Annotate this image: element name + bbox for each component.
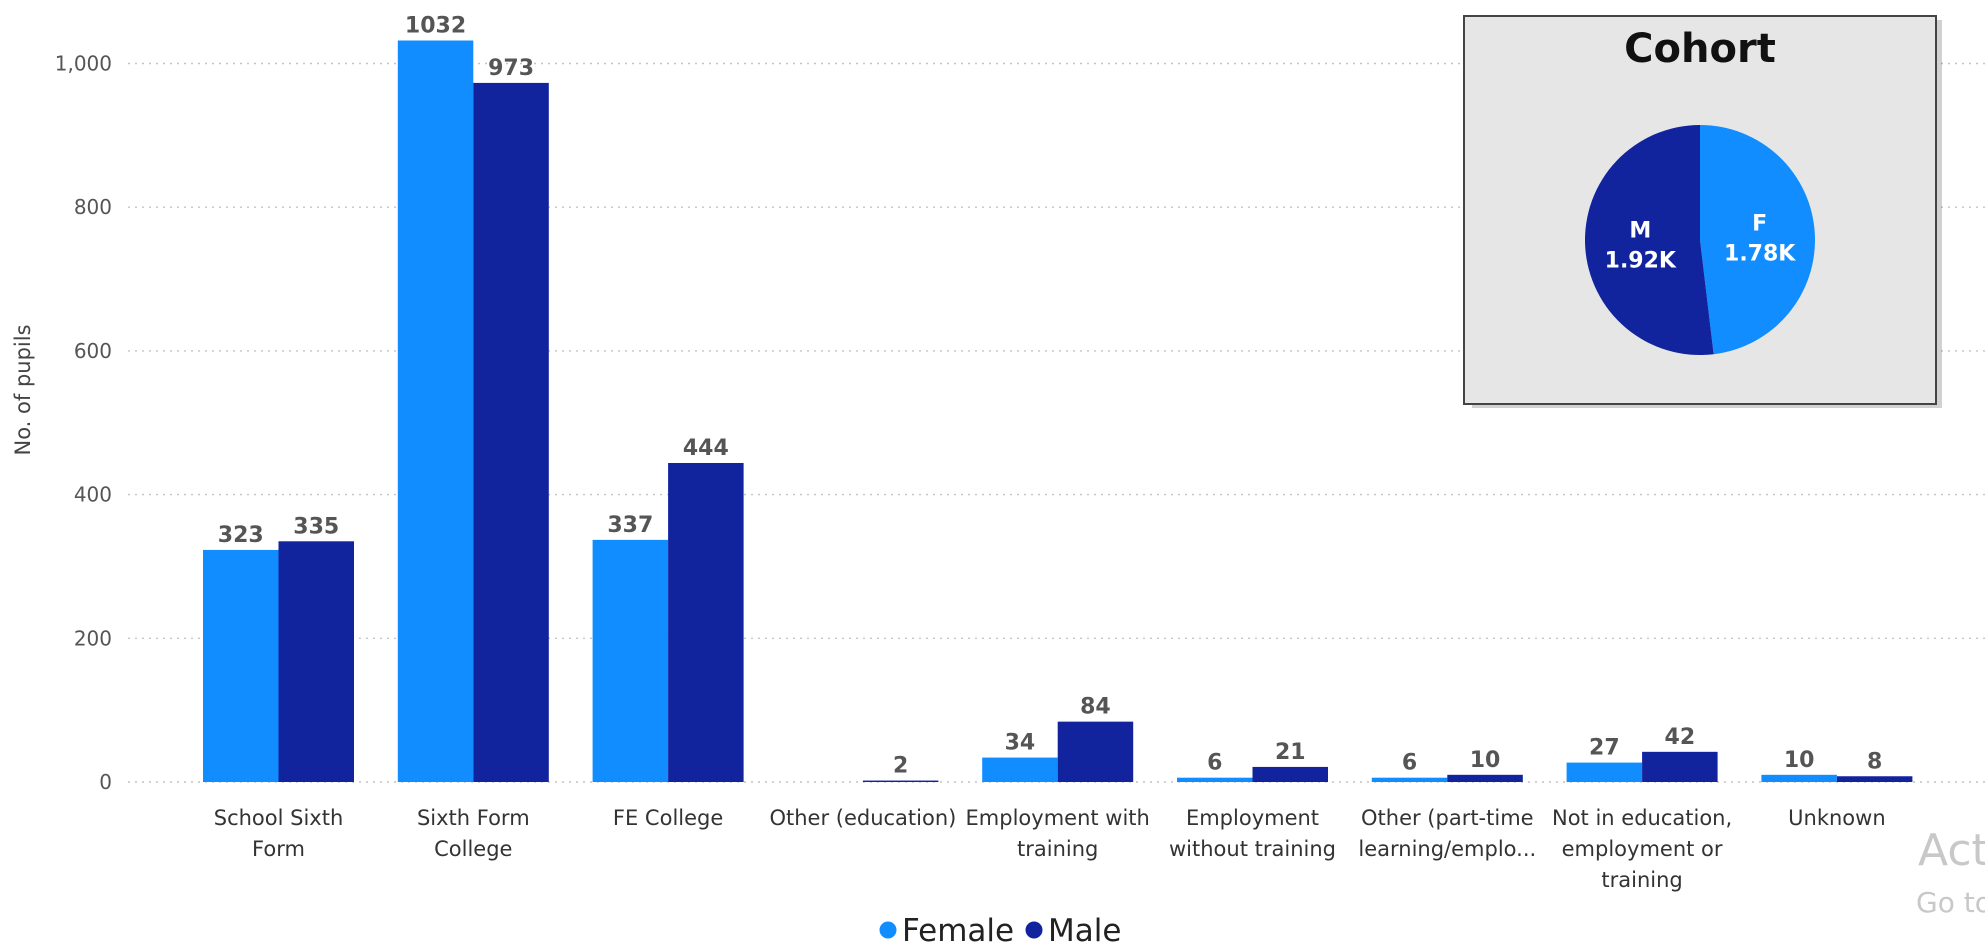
x-axis-categories: School Sixth Form Sixth Form College FE Coll… [214,806,1886,892]
bar-female [397,40,474,783]
bar-male [1057,721,1134,782]
x-category-label: Form [252,837,305,861]
bar-female [1566,762,1643,782]
x-category-label: without training [1169,837,1336,861]
activation-watermark: Act [1918,825,1985,876]
x-category-label: School Sixth [214,806,344,830]
bar-male [473,82,549,783]
pie-slice-name: F [1752,211,1767,236]
legend-marker-female [879,921,897,939]
x-category-label: Employment with [966,806,1150,830]
x-category-label: learning/emplo... [1358,837,1536,861]
data-label: 337 [607,513,653,538]
x-category-label: Other (education) [769,806,956,830]
bar-male [1836,776,1913,782]
bar-female [1177,777,1253,782]
bar-female [982,757,1058,782]
pie-slice-value: 1.92K [1605,249,1677,274]
x-category-label: Other (part-time [1361,806,1534,830]
legend-label-female: Female [902,913,1014,946]
data-label: 323 [218,523,264,548]
y-tick-label: 400 [74,483,112,507]
data-label: 27 [1589,736,1620,761]
data-label: 444 [683,436,729,461]
data-label: 10 [1470,748,1501,773]
y-tick-label: 600 [74,339,112,363]
data-label: 6 [1402,751,1417,776]
data-label: 10 [1784,748,1815,773]
x-category-label: College [434,837,512,861]
bar-male [278,541,354,782]
data-label: 34 [1005,731,1036,756]
data-label: 973 [488,56,534,81]
data-label: 6 [1207,751,1222,776]
y-tick-label: 1,000 [55,52,112,76]
bar-female [1761,774,1837,782]
x-category-label: employment or [1562,837,1723,861]
x-category-label: training [1017,837,1098,861]
bar-female [592,539,669,782]
y-tick-label: 0 [99,770,112,794]
data-label: 21 [1275,740,1306,765]
data-label: 2 [893,754,908,779]
bar-series: 323 335 1032 973 337 444 2 34 84 6 21 6 10 27 42 10 8 [203,14,1913,783]
cohort-pie: F 1.78K M 1.92K [1584,125,1815,356]
x-category-label: Unknown [1788,806,1885,830]
x-category-label: FE College [613,806,723,830]
bar-male [1252,766,1328,782]
data-label: 1032 [405,14,466,39]
pie-slice-m [1584,125,1714,356]
y-tick-label: 800 [74,195,112,219]
legend-label-male: Male [1048,913,1121,946]
bar-female [1371,777,1448,782]
pie-slice-f [1700,125,1815,355]
y-axis: 0 200 400 600 800 1,000 [55,52,112,795]
bar-male [1642,751,1718,782]
data-label: 8 [1867,749,1882,774]
bar-male [1447,774,1523,782]
x-category-label: Employment [1186,806,1319,830]
legend-marker-male [1025,921,1043,939]
legend: Female Male [879,913,1121,946]
data-label: 335 [293,514,339,539]
pie-slice-name: M [1629,219,1651,244]
y-tick-label: 200 [74,626,112,650]
bar-female [203,549,279,782]
data-label: 42 [1665,725,1696,750]
bar-male [668,462,744,782]
pie-title: Cohort [1624,26,1776,72]
pie-slice-value: 1.78K [1724,241,1796,266]
bar-male [862,780,939,782]
x-category-label: Not in education, [1552,806,1732,830]
data-label: 84 [1080,695,1111,720]
y-axis-title: No. of pupils [11,324,35,455]
x-category-label: Sixth Form [417,806,530,830]
activation-watermark-sub: Go to [1916,886,1985,919]
cohort-pie-card: Cohort F 1.78K M 1.92K [1463,15,1942,408]
x-category-label: training [1601,868,1682,892]
